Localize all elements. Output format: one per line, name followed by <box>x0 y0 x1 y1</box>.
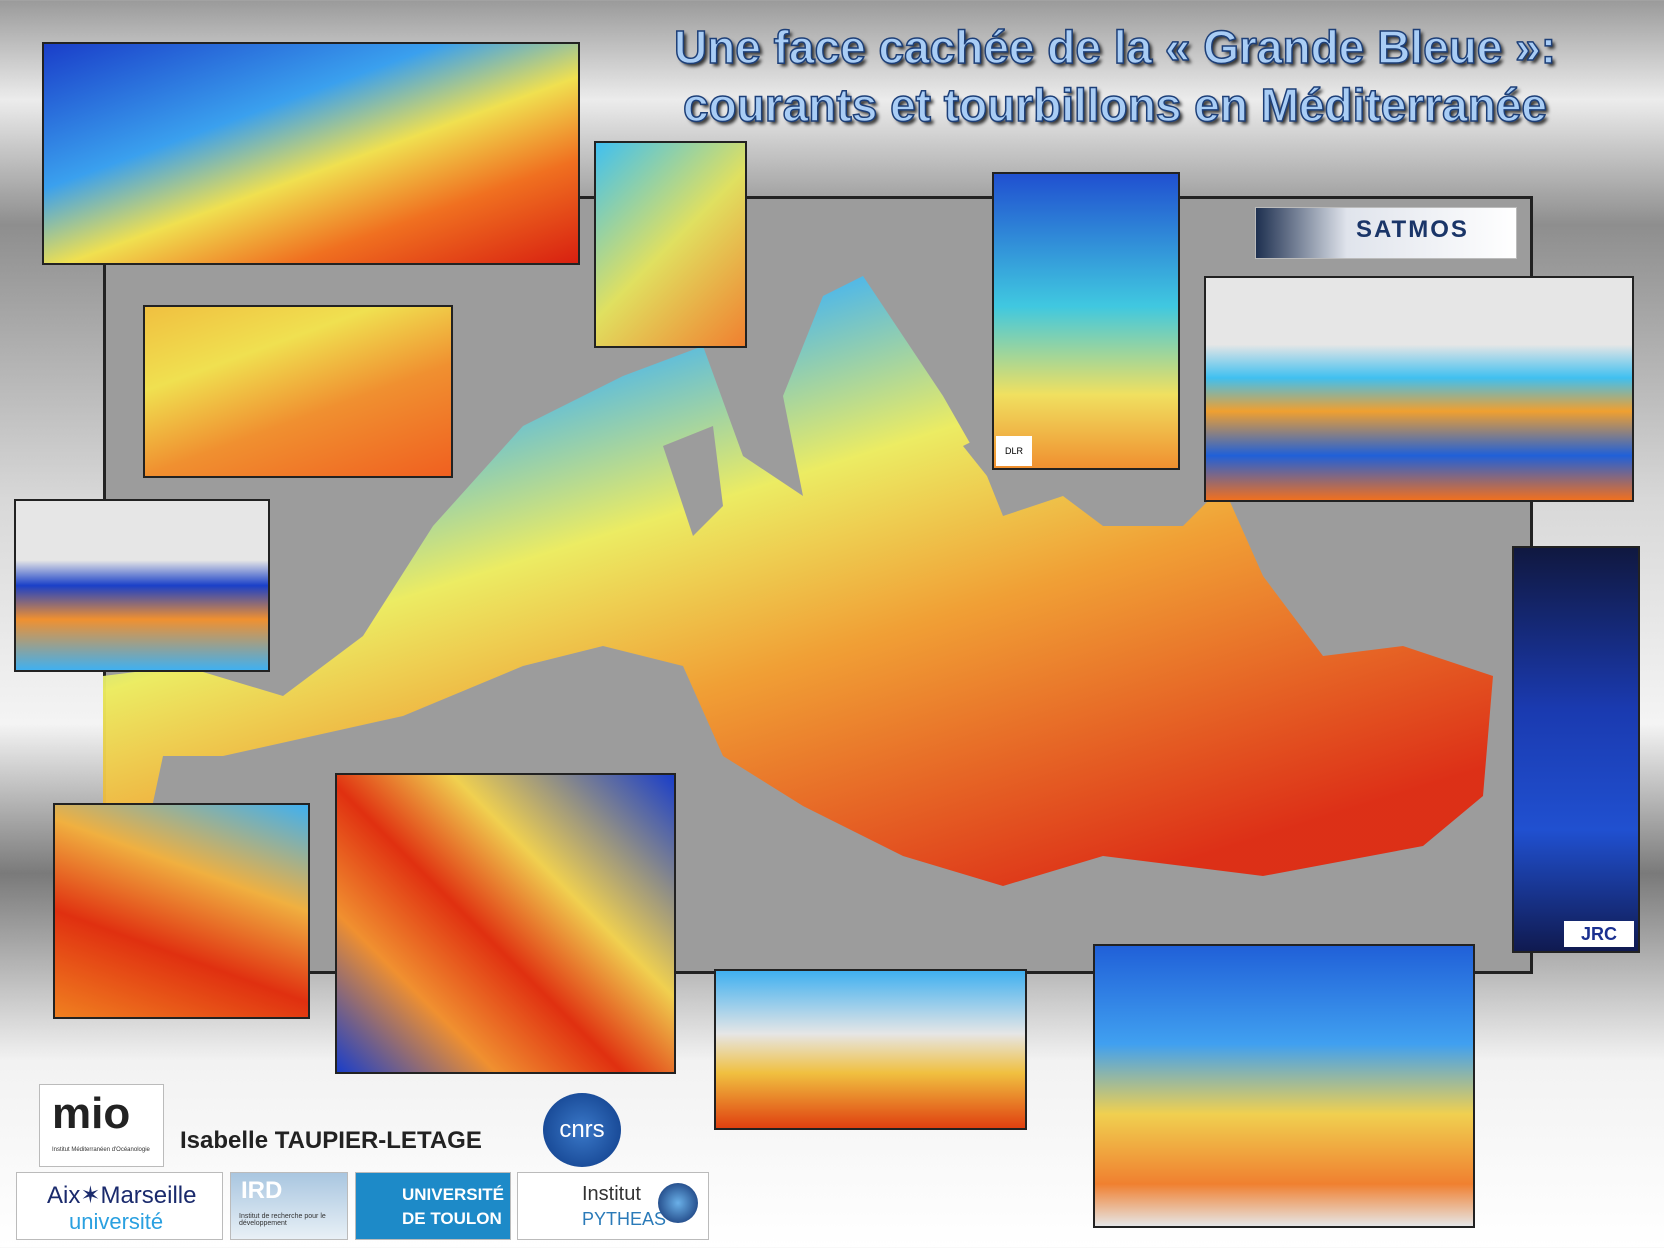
logo-text: UNIVERSITÉ <box>402 1185 505 1204</box>
logo-text: Aix✶Marseille <box>47 1182 197 1209</box>
logo-toulon: UNIVERSITÉ DE TOULON <box>355 1172 511 1240</box>
logo-jrc: JRC <box>1564 921 1634 947</box>
image-panel <box>335 773 676 1074</box>
logo-subtext: Institut de recherche pour le développem… <box>239 1213 326 1227</box>
image-panel <box>53 803 310 1019</box>
corsica-sardinia <box>663 426 723 536</box>
logo-text: DE TOULON <box>402 1209 502 1228</box>
logo-cnrs: cnrs <box>543 1093 621 1167</box>
logo-text: mio <box>52 1089 131 1138</box>
logo-text: IRD <box>241 1177 283 1204</box>
author: Isabelle TAUPIER-LETAGE <box>180 1127 482 1154</box>
logo-text: université <box>69 1209 164 1234</box>
logo-text: SATMOS <box>1356 216 1469 243</box>
image-panel <box>14 499 270 672</box>
image-panel: JRC <box>1512 546 1640 953</box>
image-panel <box>143 305 453 478</box>
title-line: courants et tourbillons en Méditerranée <box>682 78 1547 132</box>
image-panel <box>1093 944 1475 1228</box>
title-line: Une face cachée de la « Grande Bleue »: <box>673 20 1557 74</box>
image-panel <box>1204 276 1634 502</box>
image-panel <box>42 42 580 265</box>
image-panel <box>594 141 747 348</box>
logo-mio: mio Institut Méditerranéen d'Océanologie <box>39 1084 164 1167</box>
logo-ird: IRD Institut de recherche pour le dévelo… <box>230 1172 348 1240</box>
logo-satmos: SATMOS <box>1255 207 1517 259</box>
logo-pytheas: Institut PYTHEAS <box>517 1172 709 1240</box>
image-panel <box>714 969 1027 1130</box>
logo-text: Institut <box>582 1183 641 1205</box>
logo-text: PYTHEAS <box>582 1209 667 1229</box>
sea <box>103 276 1493 896</box>
logo-subtext: Institut Méditerranéen d'Océanologie <box>52 1147 150 1153</box>
logo-amu: Aix✶Marseille université <box>16 1172 223 1240</box>
logo-globe <box>658 1183 698 1223</box>
image-panel: DLR <box>992 172 1180 470</box>
logo-dlr: DLR <box>996 436 1032 466</box>
